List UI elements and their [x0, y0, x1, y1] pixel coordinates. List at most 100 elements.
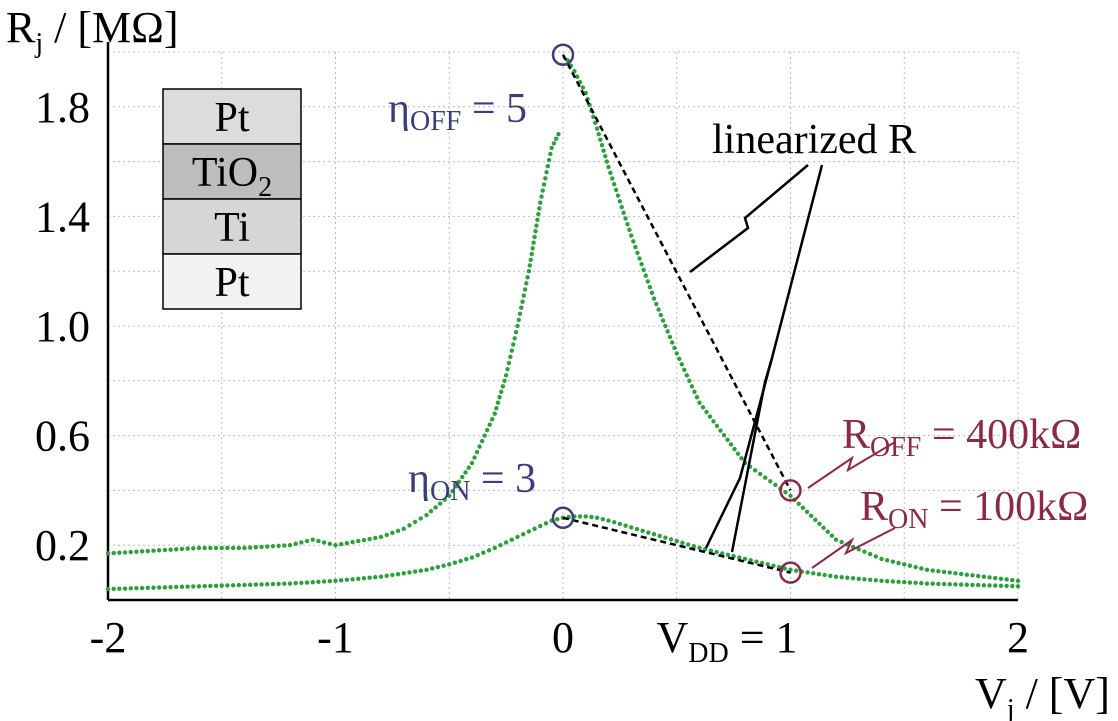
data-point	[151, 585, 156, 590]
data-point	[517, 311, 523, 317]
marker-circle-0	[551, 43, 575, 66]
data-point	[506, 360, 512, 366]
data-point	[513, 329, 519, 335]
data-point	[503, 540, 509, 545]
data-point	[515, 323, 520, 329]
data-point	[202, 545, 207, 551]
eta-on-label: ηON = 3	[408, 456, 536, 507]
data-point	[645, 279, 650, 284]
data-point	[350, 577, 355, 582]
data-point	[993, 575, 998, 581]
data-point	[817, 521, 822, 526]
marker-circle-3	[779, 561, 802, 584]
data-point	[293, 541, 298, 547]
data-point	[708, 548, 714, 553]
data-point	[433, 505, 438, 510]
data-point	[168, 584, 173, 590]
data-point	[162, 585, 168, 590]
data-point	[520, 299, 525, 304]
x-tick-label: -1	[317, 613, 354, 662]
data-point	[902, 562, 907, 567]
data-point	[752, 468, 758, 473]
data-point	[890, 579, 896, 584]
data-point	[469, 555, 475, 560]
data-point	[304, 538, 310, 544]
data-point	[456, 479, 462, 484]
data-point	[663, 323, 668, 329]
data-point	[356, 538, 361, 544]
data-point	[606, 518, 611, 523]
series-0	[105, 58, 1021, 584]
data-point	[825, 529, 830, 534]
data-point	[941, 569, 947, 575]
data-point	[782, 566, 788, 571]
data-point	[936, 569, 941, 574]
data-point	[310, 579, 315, 585]
data-point	[344, 577, 350, 582]
r-on-label: RON = 100kΩ	[860, 484, 1088, 535]
data-point	[947, 570, 952, 575]
data-point	[287, 543, 293, 548]
data-point	[502, 378, 507, 383]
data-point	[964, 582, 970, 587]
data-point	[247, 582, 253, 587]
data-point	[299, 580, 304, 586]
data-point	[981, 574, 987, 579]
data-point	[702, 547, 708, 552]
data-point	[679, 362, 685, 367]
data-point	[629, 525, 634, 530]
data-point	[534, 223, 539, 228]
marker-circle-1	[551, 506, 575, 530]
data-point	[641, 267, 646, 273]
data-point	[316, 579, 321, 585]
data-point	[631, 239, 636, 244]
data-point	[219, 545, 224, 551]
data-point	[282, 543, 287, 548]
data-point	[373, 575, 378, 580]
data-point	[611, 182, 617, 187]
data-point	[646, 530, 651, 535]
data-point	[829, 533, 835, 538]
data-point	[541, 182, 547, 187]
data-point	[811, 571, 816, 576]
linearized-line-0	[561, 54, 792, 491]
data-point	[941, 581, 947, 587]
data-point	[765, 562, 770, 567]
data-point	[361, 576, 367, 581]
data-point	[822, 572, 827, 578]
data-point	[492, 545, 497, 551]
y-tick-label: 0.6	[35, 412, 90, 461]
data-point	[742, 556, 748, 562]
data-point	[236, 582, 242, 588]
data-point	[219, 583, 224, 588]
data-point	[634, 526, 640, 532]
data-point	[535, 217, 540, 223]
data-point	[757, 471, 763, 477]
data-point	[958, 582, 964, 587]
data-point	[213, 583, 219, 588]
data-point	[833, 574, 839, 579]
data-point	[179, 546, 185, 552]
data-point	[924, 581, 930, 586]
data-point	[265, 582, 270, 587]
data-point	[208, 583, 213, 589]
data-point	[524, 281, 529, 286]
data-point	[591, 114, 596, 120]
layer-pt-bottom-label: Pt	[214, 260, 249, 306]
data-point	[773, 482, 778, 488]
data-point	[145, 585, 151, 591]
data-point	[615, 193, 621, 198]
data-point	[651, 296, 657, 301]
data-point	[975, 582, 981, 588]
data-point	[759, 560, 765, 566]
ticks-layer: -2 -1 0 2 VDD = 1 0.2 0.6 1.0 1.4 1.8	[35, 83, 1029, 669]
data-point	[497, 395, 502, 400]
data-point	[907, 580, 913, 585]
data-point	[122, 586, 128, 591]
data-point	[896, 560, 901, 566]
data-point	[327, 578, 333, 584]
data-point	[484, 427, 490, 433]
data-point	[486, 548, 492, 553]
data-point	[202, 583, 207, 589]
data-point	[236, 545, 242, 551]
